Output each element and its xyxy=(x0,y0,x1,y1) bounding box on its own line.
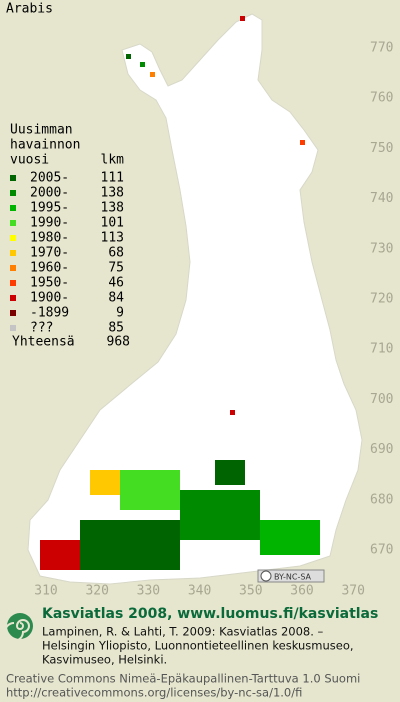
license-badge-text: BY-NC-SA xyxy=(274,573,312,582)
x-labels: 310 320 330 340 350 360 370 xyxy=(34,584,365,599)
map-title: Arabis xyxy=(6,2,53,17)
legend-label: 2000- xyxy=(30,186,69,201)
legend-swatch xyxy=(10,220,16,226)
square xyxy=(300,140,305,145)
square xyxy=(240,16,245,21)
logo xyxy=(4,613,33,642)
legend-total-label: Yhteensä xyxy=(12,335,75,350)
legend-count: 68 xyxy=(108,246,124,261)
y-label: 680 xyxy=(370,492,393,507)
legend-heading: vuosi xyxy=(10,153,49,168)
legend-heading: Uusimman xyxy=(10,123,73,138)
legend-count: 101 xyxy=(101,216,124,231)
legend-heading: havainnon xyxy=(10,138,80,153)
y-label: 700 xyxy=(370,392,393,407)
y-label: 770 xyxy=(370,41,393,56)
y-label: 730 xyxy=(370,241,393,256)
legend-count: 85 xyxy=(108,321,124,336)
legend-label: 1970- xyxy=(30,246,69,261)
square-cluster xyxy=(120,470,180,510)
legend-swatch xyxy=(10,190,16,196)
legend-count-heading: lkm xyxy=(101,153,125,168)
legend-total: 968 xyxy=(107,335,130,350)
map-squares xyxy=(40,16,320,570)
legend-count: 75 xyxy=(108,261,124,276)
square xyxy=(150,72,155,77)
legend-count: 46 xyxy=(108,276,124,291)
y-labels: 770 760 750 740 730 720 710 700 690 680 670 xyxy=(370,41,393,558)
legend-swatch xyxy=(10,235,16,241)
legend-count: 84 xyxy=(108,291,124,306)
legend-count: 111 xyxy=(101,171,124,186)
legend-swatch xyxy=(10,280,16,286)
square xyxy=(230,410,235,415)
citation: Lampinen, R. & Lahti, T. 2009: Kasviatla… xyxy=(42,625,324,639)
y-label: 740 xyxy=(370,191,393,206)
x-label: 360 xyxy=(290,584,313,599)
footer-headline: Kasviatlas 2008, www.luomus.fi/kasviatla… xyxy=(42,606,378,622)
x-label: 370 xyxy=(341,584,364,599)
legend-swatch xyxy=(10,250,16,256)
cc-icon xyxy=(260,570,272,582)
y-label: 670 xyxy=(370,543,393,558)
y-label: 750 xyxy=(370,141,393,156)
legend-label: 1960- xyxy=(30,261,69,276)
square-cluster xyxy=(260,520,320,555)
y-label: 710 xyxy=(370,342,393,357)
legend-swatch xyxy=(10,310,16,316)
license-badge xyxy=(257,569,325,583)
square-cluster xyxy=(80,520,180,570)
legend-swatch xyxy=(10,295,16,301)
x-label: 340 xyxy=(188,584,211,599)
square xyxy=(140,62,145,67)
legend-label: 1900- xyxy=(30,291,69,306)
legend-swatch xyxy=(10,325,16,331)
legend-label: 1995- xyxy=(30,201,69,216)
citation: Helsingin Yliopisto, Luonnontieteellinen… xyxy=(42,639,354,653)
license-text: Creative Commons Nimeä-Epäkaupallinen-Ta… xyxy=(6,672,360,686)
legend-label: 1950- xyxy=(30,276,69,291)
y-label: 720 xyxy=(370,292,393,307)
x-label: 350 xyxy=(239,584,262,599)
legend-label: ??? xyxy=(30,321,53,336)
square-cluster xyxy=(215,460,245,485)
legend: 2005- 111 2000- 138 1995- 138 1990- 101 1980- 113… xyxy=(10,171,124,336)
square-cluster xyxy=(40,540,80,570)
legend-swatch xyxy=(10,265,16,271)
license-url: http://creativecommons.org/licenses/by-n… xyxy=(6,686,302,700)
legend-swatch xyxy=(10,205,16,211)
square-cluster xyxy=(90,470,120,495)
citation: Kasvimuseo, Helsinki. xyxy=(42,653,167,667)
legend-swatch xyxy=(10,175,16,181)
y-label: 760 xyxy=(370,91,393,106)
y-label: 690 xyxy=(370,442,393,457)
x-label: 310 xyxy=(34,584,57,599)
legend-label: 1980- xyxy=(30,231,69,246)
x-label: 320 xyxy=(85,584,108,599)
legend-count: 113 xyxy=(101,231,124,246)
legend-label: -1899 xyxy=(30,306,69,321)
legend-count: 138 xyxy=(101,186,124,201)
legend-count: 9 xyxy=(116,306,124,321)
square-cluster xyxy=(180,490,260,540)
legend-label: 2005- xyxy=(30,171,69,186)
legend-count: 138 xyxy=(101,201,124,216)
legend-label: 1990- xyxy=(30,216,69,231)
square xyxy=(126,54,131,59)
x-label: 330 xyxy=(137,584,160,599)
finland-outline xyxy=(27,13,363,585)
